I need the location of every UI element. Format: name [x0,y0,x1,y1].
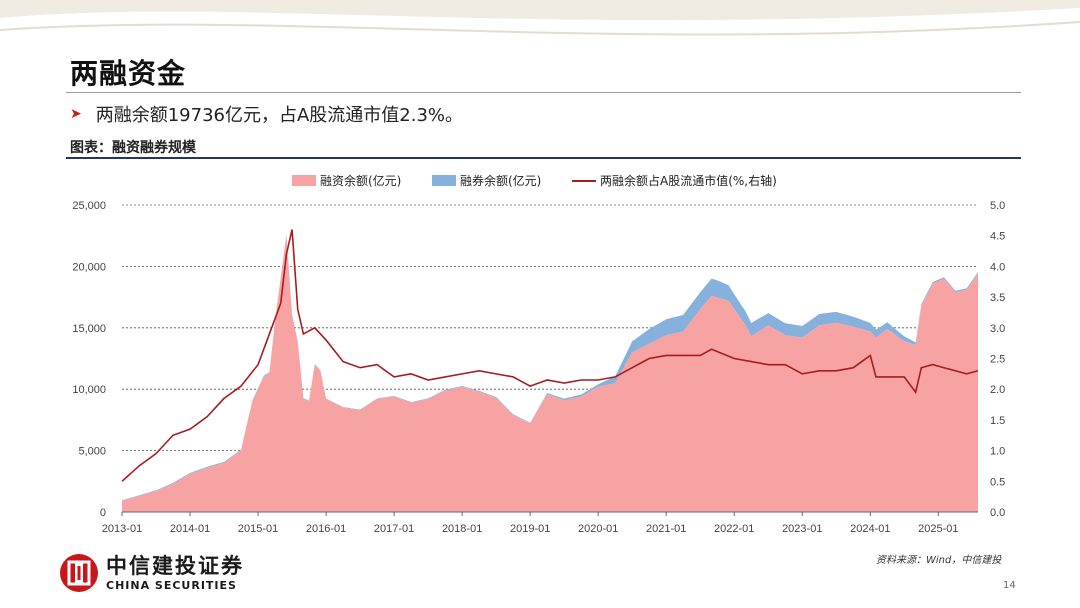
legend-label-financing: 融资余额(亿元) [320,173,401,188]
legend-swatch-securities-lending [432,175,456,186]
y-right-tick-label: 5.0 [990,200,1005,212]
x-tick-label: 2018-01 [442,523,482,535]
data-source-note: 资料来源：Wind，中信建投 [876,555,1002,566]
y-right-tick-label: 1.0 [990,446,1005,458]
logo-english-name: CHINA SECURITIES [106,578,237,592]
x-tick-label: 2023-01 [782,523,822,535]
summary-text: 两融余额19736亿元，占A股流通市值2.3%。 [95,105,464,126]
y-right-tick-label: 3.0 [990,323,1005,335]
logo-chinese-name: 中信建投证券 [106,552,244,578]
title-divider [66,92,1021,93]
x-tick-label: 2019-01 [510,523,550,535]
x-tick-label: 2015-01 [238,523,278,535]
x-tick-label: 2021-01 [646,523,686,535]
y-right-tick-label: 0.0 [990,507,1005,519]
y-right-tick-label: 4.5 [990,231,1005,243]
y-right-tick-label: 2.0 [990,384,1005,396]
legend-swatch-financing [292,175,316,186]
y-right-tick-label: 1.5 [990,415,1005,427]
summary-bullet: ➤ 两融余额19736亿元，占A股流通市值2.3%。 [70,101,463,127]
x-tick-label: 2025-01 [918,523,958,535]
caption-divider [66,157,1021,159]
y-left-tick-label: 20,000 [72,261,106,273]
y-left-tick-label: 5,000 [78,446,106,458]
arrow-bullet-icon: ➤ [70,106,82,122]
y-left-tick-label: 10,000 [72,384,106,396]
y-right-tick-label: 3.5 [990,292,1005,304]
x-tick-label: 2016-01 [306,523,346,535]
citic-emblem-icon [60,554,98,592]
y-right-tick-label: 0.5 [990,476,1005,488]
x-tick-label: 2020-01 [578,523,618,535]
y-left-tick-label: 15,000 [72,323,106,335]
page-title: 两融资金 [70,57,187,90]
ratio-line [121,229,979,482]
financing-area [122,235,978,512]
legend-label-securities-lending: 融券余额(亿元) [460,173,541,188]
y-right-tick-label: 2.5 [990,354,1005,366]
y-right-tick-label: 4.0 [990,261,1005,273]
legend-label-ratio: 两融余额占A股流通市值(%,右轴) [600,173,777,188]
x-tick-label: 2022-01 [714,523,754,535]
decorative-header-swoosh [0,0,1080,36]
chart-caption: 图表：融资融券规模 [70,140,196,156]
y-left-tick-label: 0 [100,507,106,519]
company-logo: 中信建投证券 CHINA SECURITIES [58,552,244,594]
x-tick-label: 2013-01 [102,523,142,535]
page-number: 14 [1003,580,1016,591]
y-left-tick-label: 25,000 [72,200,106,212]
x-tick-label: 2014-01 [170,523,210,535]
x-tick-label: 2024-01 [850,523,890,535]
x-tick-label: 2017-01 [374,523,414,535]
